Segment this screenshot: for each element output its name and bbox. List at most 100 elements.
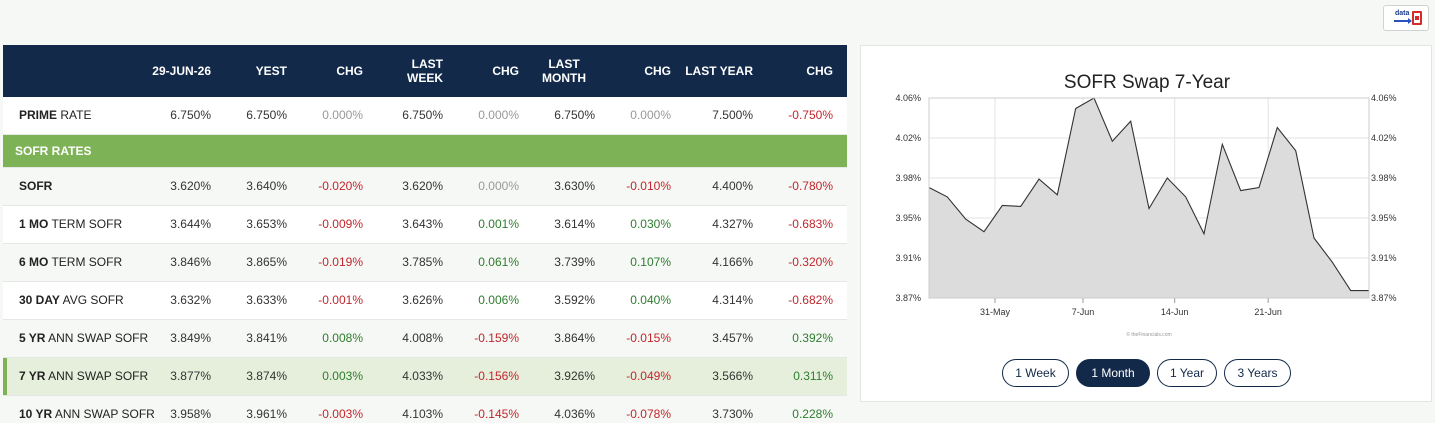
rate-value: 3.785% [377, 243, 457, 282]
section-label: SOFR RATES [3, 134, 847, 168]
rate-value: 6.750% [225, 97, 301, 135]
rate-value: 4.327% [685, 205, 767, 244]
table-row[interactable]: 1 MO TERM SOFR 3.644% 3.653% -0.009% 3.643% 0… [3, 205, 847, 244]
rate-name[interactable]: PRIME RATE [3, 97, 151, 135]
y-tick-label-right: 3.95% [1371, 213, 1397, 223]
table-row[interactable]: SOFR 3.620% 3.640% -0.020% 3.620% 0.000% 3.630… [3, 167, 847, 206]
column-header: LAST MONTH [533, 45, 609, 97]
rate-value: 3.620% [151, 167, 225, 206]
rate-value: -0.156% [457, 357, 533, 396]
plot-border [928, 97, 1370, 299]
rate-value: -0.683% [767, 205, 847, 244]
y-tick-label-right: 4.06% [1371, 93, 1397, 103]
rate-value: 0.392% [767, 319, 847, 358]
y-tick-label-left: 4.02% [895, 133, 921, 143]
column-header: CHG [767, 45, 847, 97]
column-header: CHG [301, 45, 377, 97]
series-area [929, 98, 1369, 298]
rate-value: 3.849% [151, 319, 225, 358]
rate-name[interactable]: 5 YR ANN SWAP SOFR [3, 319, 151, 358]
column-header: LAST YEAR [685, 45, 767, 97]
rate-value: 0.030% [609, 205, 685, 244]
rate-name[interactable]: SOFR [3, 167, 151, 206]
rate-value: -0.009% [301, 205, 377, 244]
rate-value: 3.632% [151, 281, 225, 320]
rate-name[interactable]: 7 YR ANN SWAP SOFR [3, 357, 151, 396]
data-button-label: data [1395, 10, 1410, 17]
rate-value: 0.001% [457, 205, 533, 244]
rate-value: 3.566% [685, 357, 767, 396]
rate-value: -0.001% [301, 281, 377, 320]
rate-value: -0.750% [767, 97, 847, 135]
rate-value: 0.003% [301, 357, 377, 396]
rate-value: 4.103% [377, 395, 457, 423]
rate-name[interactable]: 30 DAY AVG SOFR [3, 281, 151, 320]
y-tick-label-right: 3.87% [1371, 293, 1397, 303]
rate-value: 4.400% [685, 167, 767, 206]
rate-value: 7.500% [685, 97, 767, 135]
rate-value: 3.633% [225, 281, 301, 320]
rate-value: 3.926% [533, 357, 609, 396]
rate-value: -0.015% [609, 319, 685, 358]
table-row[interactable]: 6 MO TERM SOFR 3.846% 3.865% -0.019% 3.785% 0… [3, 243, 847, 282]
rates-table: 29-JUN-26 YEST CHG LAST WEEK CHG LAST MONTH CHG… [3, 45, 847, 423]
rate-value: 3.644% [151, 205, 225, 244]
range-button-1-month[interactable]: 1 Month [1076, 359, 1150, 387]
column-header: CHG [457, 45, 533, 97]
rate-value: -0.682% [767, 281, 847, 320]
range-button-3-years[interactable]: 3 Years [1224, 359, 1291, 387]
section-header-sofr: SOFR RATES [3, 134, 847, 168]
rate-value: 0.107% [609, 243, 685, 282]
table-row[interactable]: 10 YR ANN SWAP SOFR 3.958% 3.961% -0.003% 4.… [3, 395, 847, 423]
rate-value: 3.630% [533, 167, 609, 206]
rate-value: 3.653% [225, 205, 301, 244]
rate-value: 3.874% [225, 357, 301, 396]
x-tick-label: 21-Jun [1254, 307, 1282, 317]
rate-value: 0.000% [457, 167, 533, 206]
range-button-1-week[interactable]: 1 Week [1002, 359, 1069, 387]
rate-value: 4.314% [685, 281, 767, 320]
data-download-button[interactable]: data [1383, 5, 1429, 31]
table-row[interactable]: 30 DAY AVG SOFR 3.632% 3.633% -0.001% 3.626%… [3, 281, 847, 320]
rate-value: 3.457% [685, 319, 767, 358]
rate-value: 6.750% [151, 97, 225, 135]
x-tick-label: 31-May [980, 307, 1011, 317]
table-row-prime[interactable]: PRIME RATE 6.750% 6.750% 0.000% 6.750% 0.000%… [3, 97, 847, 135]
range-button-group: 1 Week 1 Month 1 Year 3 Years [861, 359, 1433, 389]
column-header: LAST WEEK [377, 45, 457, 97]
x-tick-label: 14-Jun [1161, 307, 1189, 317]
rate-value: 0.228% [767, 395, 847, 423]
rate-name[interactable]: 6 MO TERM SOFR [3, 243, 151, 282]
top-bar: data [0, 0, 1435, 44]
rate-value: 3.614% [533, 205, 609, 244]
arrow-right-icon [1394, 18, 1412, 24]
y-tick-label-right: 3.91% [1371, 253, 1397, 263]
rate-value: 3.730% [685, 395, 767, 423]
y-tick-label-left: 3.87% [895, 293, 921, 303]
rate-value: 3.865% [225, 243, 301, 282]
y-tick-label-left: 3.91% [895, 253, 921, 263]
rate-name[interactable]: 1 MO TERM SOFR [3, 205, 151, 244]
rate-value: 0.008% [301, 319, 377, 358]
rate-value: 3.626% [377, 281, 457, 320]
table-row[interactable]: 7 YR ANN SWAP SOFR 3.877% 3.874% 0.003% 4.03… [3, 357, 847, 396]
table-row[interactable]: 5 YR ANN SWAP SOFR 3.849% 3.841% 0.008% 4.00… [3, 319, 847, 358]
rate-value: -0.159% [457, 319, 533, 358]
y-tick-label-right: 3.98% [1371, 173, 1397, 183]
rate-value: 3.841% [225, 319, 301, 358]
rate-name[interactable]: 10 YR ANN SWAP SOFR [3, 395, 155, 423]
rates-table-container: 29-JUN-26 YEST CHG LAST WEEK CHG LAST MONTH CHG… [3, 45, 847, 423]
rate-value: 0.311% [767, 357, 847, 396]
column-header: CHG [609, 45, 685, 97]
table-header-row: 29-JUN-26 YEST CHG LAST WEEK CHG LAST MONTH CHG… [3, 45, 847, 97]
rate-value: -0.019% [301, 243, 377, 282]
rate-value: 0.000% [301, 97, 377, 135]
y-tick-label-left: 4.06% [895, 93, 921, 103]
rate-value: 3.620% [377, 167, 457, 206]
rate-value: -0.078% [609, 395, 685, 423]
rate-value: 6.750% [533, 97, 609, 135]
series-line [928, 97, 1369, 292]
watermark: © theFinancials.com [1126, 331, 1171, 338]
range-button-1-year[interactable]: 1 Year [1157, 359, 1217, 387]
rate-value: -0.010% [609, 167, 685, 206]
